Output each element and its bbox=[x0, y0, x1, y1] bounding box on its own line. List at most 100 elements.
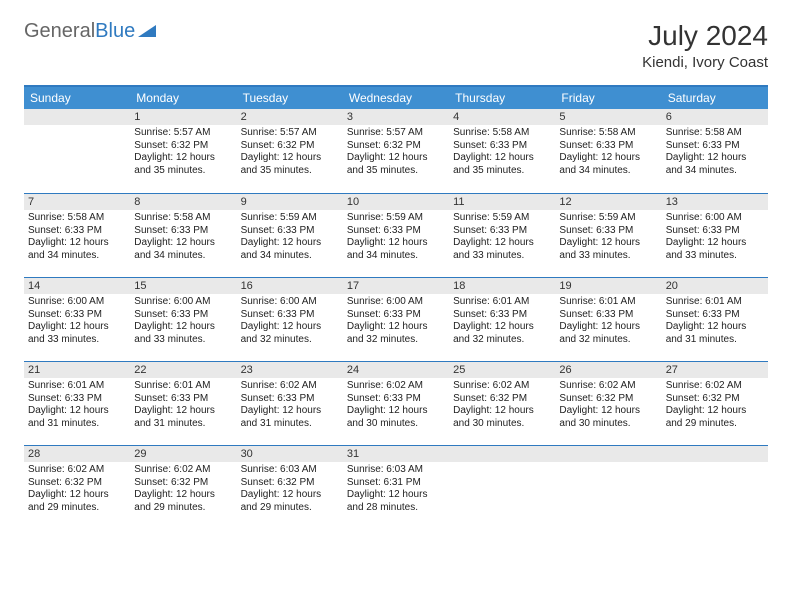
calendar-day: 9Sunrise: 5:59 AMSunset: 6:33 PMDaylight… bbox=[237, 193, 343, 277]
brand-text-1: General bbox=[24, 20, 95, 43]
sunrise-line: Sunrise: 6:01 AM bbox=[559, 296, 657, 309]
sunrise-line: Sunrise: 5:57 AM bbox=[241, 127, 339, 140]
sunrise-line: Sunrise: 6:03 AM bbox=[347, 464, 445, 477]
calendar-day: 2Sunrise: 5:57 AMSunset: 6:32 PMDaylight… bbox=[237, 109, 343, 193]
day-body: Sunrise: 6:01 AMSunset: 6:33 PMDaylight:… bbox=[130, 378, 236, 434]
day-number: 4 bbox=[449, 109, 555, 125]
daylight-line: Daylight: 12 hours and 34 minutes. bbox=[134, 237, 232, 262]
day-number: 10 bbox=[343, 193, 449, 210]
day-number-empty bbox=[449, 445, 555, 462]
calendar-day: 8Sunrise: 5:58 AMSunset: 6:33 PMDaylight… bbox=[130, 193, 236, 277]
sunset-line: Sunset: 6:33 PM bbox=[453, 309, 551, 322]
calendar-week: 7Sunrise: 5:58 AMSunset: 6:33 PMDaylight… bbox=[24, 193, 768, 277]
sunset-line: Sunset: 6:32 PM bbox=[134, 477, 232, 490]
daylight-line: Daylight: 12 hours and 34 minutes. bbox=[28, 237, 126, 262]
calendar-day: 10Sunrise: 5:59 AMSunset: 6:33 PMDayligh… bbox=[343, 193, 449, 277]
daylight-line: Daylight: 12 hours and 34 minutes. bbox=[666, 152, 764, 177]
sunset-line: Sunset: 6:32 PM bbox=[453, 393, 551, 406]
day-body: Sunrise: 5:58 AMSunset: 6:33 PMDaylight:… bbox=[24, 210, 130, 266]
day-body: Sunrise: 5:58 AMSunset: 6:33 PMDaylight:… bbox=[130, 210, 236, 266]
daylight-line: Daylight: 12 hours and 31 minutes. bbox=[666, 321, 764, 346]
sunrise-line: Sunrise: 6:03 AM bbox=[241, 464, 339, 477]
daylight-line: Daylight: 12 hours and 29 minutes. bbox=[134, 489, 232, 514]
sunset-line: Sunset: 6:33 PM bbox=[559, 309, 657, 322]
day-body: Sunrise: 5:59 AMSunset: 6:33 PMDaylight:… bbox=[555, 210, 661, 266]
sunrise-line: Sunrise: 6:01 AM bbox=[134, 380, 232, 393]
calendar-day: 14Sunrise: 6:00 AMSunset: 6:33 PMDayligh… bbox=[24, 277, 130, 361]
dow-header: Tuesday bbox=[237, 86, 343, 109]
daylight-line: Daylight: 12 hours and 33 minutes. bbox=[666, 237, 764, 262]
dow-header: Friday bbox=[555, 86, 661, 109]
day-body: Sunrise: 6:00 AMSunset: 6:33 PMDaylight:… bbox=[237, 294, 343, 350]
dow-header: Sunday bbox=[24, 86, 130, 109]
calendar-day: 15Sunrise: 6:00 AMSunset: 6:33 PMDayligh… bbox=[130, 277, 236, 361]
day-number: 8 bbox=[130, 193, 236, 210]
dow-header: Wednesday bbox=[343, 86, 449, 109]
sunrise-line: Sunrise: 5:59 AM bbox=[241, 212, 339, 225]
sunrise-line: Sunrise: 5:58 AM bbox=[559, 127, 657, 140]
daylight-line: Daylight: 12 hours and 35 minutes. bbox=[453, 152, 551, 177]
sunset-line: Sunset: 6:33 PM bbox=[666, 140, 764, 153]
daylight-line: Daylight: 12 hours and 31 minutes. bbox=[28, 405, 126, 430]
sunset-line: Sunset: 6:32 PM bbox=[347, 140, 445, 153]
day-number: 25 bbox=[449, 361, 555, 378]
sunset-line: Sunset: 6:32 PM bbox=[241, 477, 339, 490]
sunrise-line: Sunrise: 6:02 AM bbox=[453, 380, 551, 393]
location: Kiendi, Ivory Coast bbox=[642, 54, 768, 71]
day-number: 13 bbox=[662, 193, 768, 210]
calendar-day: 29Sunrise: 6:02 AMSunset: 6:32 PMDayligh… bbox=[130, 445, 236, 529]
sunrise-line: Sunrise: 6:02 AM bbox=[559, 380, 657, 393]
day-number: 11 bbox=[449, 193, 555, 210]
day-number: 20 bbox=[662, 277, 768, 294]
calendar-day: 1Sunrise: 5:57 AMSunset: 6:32 PMDaylight… bbox=[130, 109, 236, 193]
daylight-line: Daylight: 12 hours and 33 minutes. bbox=[453, 237, 551, 262]
calendar-day: 12Sunrise: 5:59 AMSunset: 6:33 PMDayligh… bbox=[555, 193, 661, 277]
sunrise-line: Sunrise: 6:02 AM bbox=[666, 380, 764, 393]
calendar-day: 31Sunrise: 6:03 AMSunset: 6:31 PMDayligh… bbox=[343, 445, 449, 529]
sunset-line: Sunset: 6:33 PM bbox=[559, 225, 657, 238]
sunset-line: Sunset: 6:33 PM bbox=[241, 393, 339, 406]
sunrise-line: Sunrise: 5:58 AM bbox=[666, 127, 764, 140]
calendar-day: 28Sunrise: 6:02 AMSunset: 6:32 PMDayligh… bbox=[24, 445, 130, 529]
daylight-line: Daylight: 12 hours and 34 minutes. bbox=[347, 237, 445, 262]
day-number: 23 bbox=[237, 361, 343, 378]
calendar-empty bbox=[24, 109, 130, 193]
daylight-line: Daylight: 12 hours and 30 minutes. bbox=[347, 405, 445, 430]
daylight-line: Daylight: 12 hours and 35 minutes. bbox=[241, 152, 339, 177]
day-body: Sunrise: 5:58 AMSunset: 6:33 PMDaylight:… bbox=[449, 125, 555, 181]
calendar-day: 4Sunrise: 5:58 AMSunset: 6:33 PMDaylight… bbox=[449, 109, 555, 193]
calendar-day: 16Sunrise: 6:00 AMSunset: 6:33 PMDayligh… bbox=[237, 277, 343, 361]
sunrise-line: Sunrise: 6:00 AM bbox=[241, 296, 339, 309]
day-body: Sunrise: 6:02 AMSunset: 6:32 PMDaylight:… bbox=[555, 378, 661, 434]
calendar-day: 24Sunrise: 6:02 AMSunset: 6:33 PMDayligh… bbox=[343, 361, 449, 445]
calendar-day: 27Sunrise: 6:02 AMSunset: 6:32 PMDayligh… bbox=[662, 361, 768, 445]
logo-triangle-icon bbox=[138, 20, 156, 43]
calendar-day: 17Sunrise: 6:00 AMSunset: 6:33 PMDayligh… bbox=[343, 277, 449, 361]
sunset-line: Sunset: 6:32 PM bbox=[559, 393, 657, 406]
day-number-empty bbox=[555, 445, 661, 462]
sunrise-line: Sunrise: 6:02 AM bbox=[347, 380, 445, 393]
sunset-line: Sunset: 6:33 PM bbox=[666, 225, 764, 238]
day-number: 31 bbox=[343, 445, 449, 462]
calendar-empty bbox=[449, 445, 555, 529]
sunset-line: Sunset: 6:31 PM bbox=[347, 477, 445, 490]
daylight-line: Daylight: 12 hours and 29 minutes. bbox=[28, 489, 126, 514]
dow-header: Thursday bbox=[449, 86, 555, 109]
day-number: 18 bbox=[449, 277, 555, 294]
day-body: Sunrise: 5:59 AMSunset: 6:33 PMDaylight:… bbox=[449, 210, 555, 266]
daylight-line: Daylight: 12 hours and 31 minutes. bbox=[241, 405, 339, 430]
day-body: Sunrise: 6:00 AMSunset: 6:33 PMDaylight:… bbox=[662, 210, 768, 266]
calendar-day: 3Sunrise: 5:57 AMSunset: 6:32 PMDaylight… bbox=[343, 109, 449, 193]
daylight-line: Daylight: 12 hours and 33 minutes. bbox=[134, 321, 232, 346]
sunset-line: Sunset: 6:33 PM bbox=[453, 225, 551, 238]
daylight-line: Daylight: 12 hours and 32 minutes. bbox=[241, 321, 339, 346]
calendar-empty bbox=[662, 445, 768, 529]
day-number: 28 bbox=[24, 445, 130, 462]
sunset-line: Sunset: 6:33 PM bbox=[134, 309, 232, 322]
calendar-day: 6Sunrise: 5:58 AMSunset: 6:33 PMDaylight… bbox=[662, 109, 768, 193]
day-number: 27 bbox=[662, 361, 768, 378]
day-body: Sunrise: 5:58 AMSunset: 6:33 PMDaylight:… bbox=[662, 125, 768, 181]
calendar-empty bbox=[555, 445, 661, 529]
daylight-line: Daylight: 12 hours and 35 minutes. bbox=[134, 152, 232, 177]
day-body: Sunrise: 6:03 AMSunset: 6:32 PMDaylight:… bbox=[237, 462, 343, 518]
